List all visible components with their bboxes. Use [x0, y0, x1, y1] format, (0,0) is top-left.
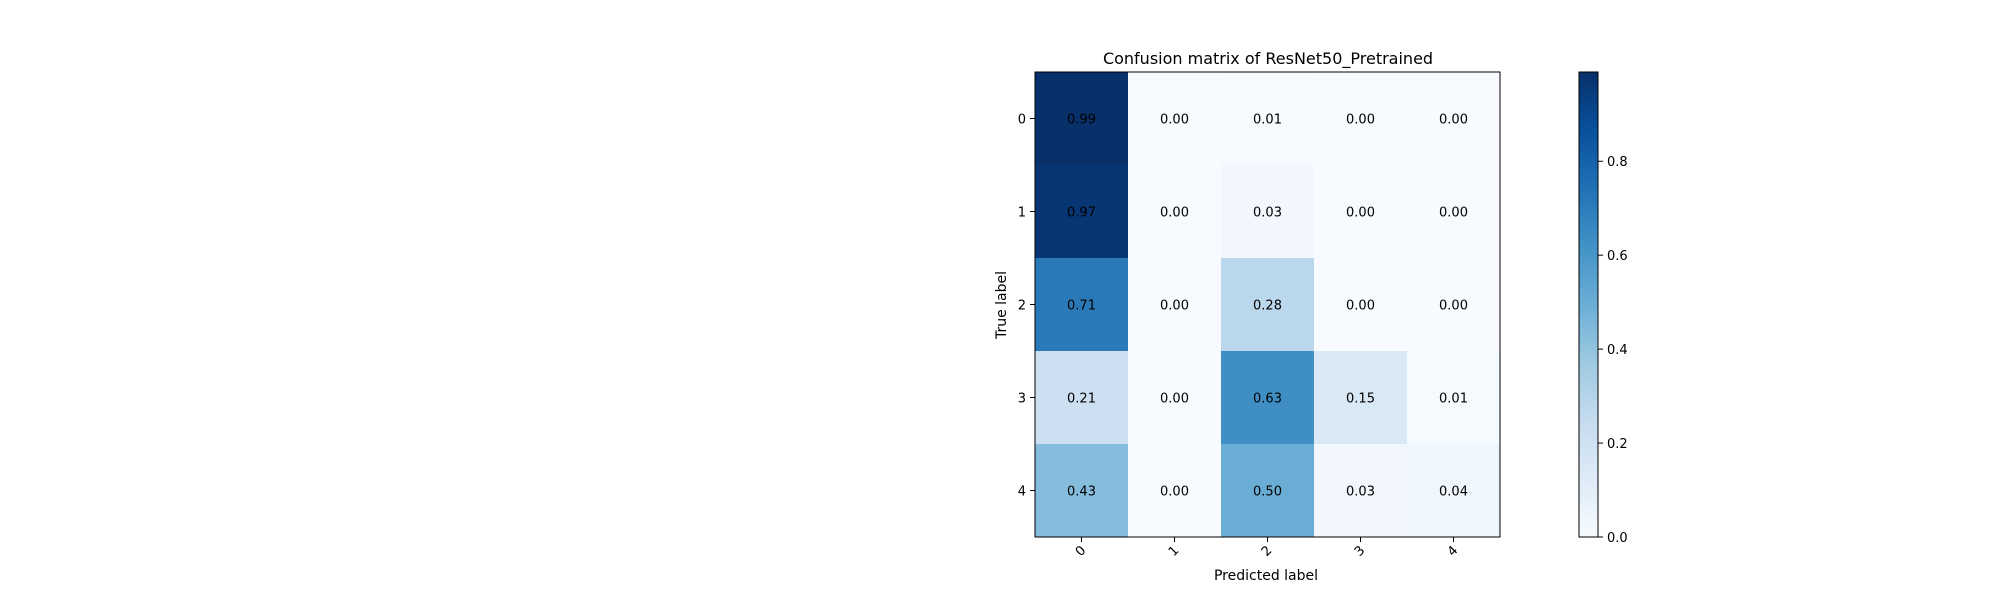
y-tick-label-3: 3	[1018, 392, 1026, 407]
heatmap-cell-r3-c2	[1221, 351, 1315, 445]
y-axis-label: True label	[994, 271, 1010, 340]
heatmap-cell-r1-c2	[1221, 165, 1315, 259]
colorbar-tick-label-3: 0.6	[1607, 249, 1628, 264]
cell-value-label-r3-c4: 0.01	[1439, 392, 1468, 407]
heatmap-cell-r2-c1	[1128, 258, 1222, 352]
cell-value-label-r3-c3: 0.15	[1346, 392, 1375, 407]
cell-value-label-r4-c2: 0.50	[1253, 485, 1282, 500]
heatmap-cell-r1-c4	[1407, 165, 1501, 259]
cell-value-label-r4-c1: 0.00	[1160, 485, 1189, 500]
heatmap-cell-r2-c2	[1221, 258, 1315, 352]
colorbar-ticks: 0.0 0.2 0.4 0.6 0.8	[1598, 155, 1628, 546]
cell-value-label-r1-c4: 0.00	[1439, 206, 1468, 221]
heatmap-cell-r3-c4	[1407, 351, 1501, 445]
heatmap-cell-r1-c0	[1035, 165, 1129, 259]
y-tick-label-1: 1	[1018, 206, 1026, 221]
heatmap-cell-r4-c0	[1035, 444, 1129, 538]
cell-value-labels: 0.99 0.00 0.01 0.00 0.00 0.97 0.00 0.03 0.00 0.00…	[1067, 113, 1468, 500]
cell-value-label-r0-c2: 0.01	[1253, 113, 1282, 128]
heatmap-cell-r4-c2	[1221, 444, 1315, 538]
cell-value-label-r1-c2: 0.03	[1253, 206, 1282, 221]
cell-value-label-r2-c3: 0.00	[1346, 299, 1375, 314]
y-tick-label-4: 4	[1018, 485, 1026, 500]
colorbar-tick-label-1: 0.2	[1607, 437, 1628, 452]
y-tick-label-2: 2	[1018, 299, 1026, 314]
heatmap-cell-r0-c0	[1035, 72, 1129, 166]
cell-value-label-r1-c3: 0.00	[1346, 206, 1375, 221]
cell-value-label-r0-c0: 0.99	[1067, 113, 1096, 128]
colorbar-tick-label-0: 0.0	[1607, 531, 1628, 546]
heatmap-cells	[1035, 72, 1501, 538]
cell-value-label-r3-c0: 0.21	[1067, 392, 1096, 407]
cell-value-label-r3-c2: 0.63	[1253, 392, 1282, 407]
heatmap-cell-r2-c0	[1035, 258, 1129, 352]
heatmap-cell-r0-c2	[1221, 72, 1315, 166]
heatmap-cell-r2-c4	[1407, 258, 1501, 352]
heatmap-cell-r0-c4	[1407, 72, 1501, 166]
heatmap-cell-r1-c3	[1314, 165, 1408, 259]
heatmap-cell-r0-c3	[1314, 72, 1408, 166]
heatmap-cell-r0-c1	[1128, 72, 1222, 166]
colorbar-tick-label-2: 0.4	[1607, 343, 1628, 358]
cell-value-label-r0-c3: 0.00	[1346, 113, 1375, 128]
y-tick-label-0: 0	[1018, 113, 1026, 128]
heatmap-cell-r2-c3	[1314, 258, 1408, 352]
colorbar-tick-label-4: 0.8	[1607, 155, 1628, 170]
cell-value-label-r0-c1: 0.00	[1160, 113, 1189, 128]
heatmap-cell-r4-c4	[1407, 444, 1501, 538]
cell-value-label-r1-c1: 0.00	[1160, 206, 1189, 221]
heatmap-cell-r3-c1	[1128, 351, 1222, 445]
chart-title: Confusion matrix of ResNet50_Pretrained	[1103, 49, 1433, 69]
heatmap-cell-r4-c1	[1128, 444, 1222, 538]
cell-value-label-r4-c3: 0.03	[1346, 485, 1375, 500]
heatmap-cell-r1-c1	[1128, 165, 1222, 259]
heatmap-cell-r3-c3	[1314, 351, 1408, 445]
x-axis-label: Predicted label	[1214, 568, 1318, 584]
y-axis-ticks: 0 1 2 3 4	[1018, 113, 1035, 500]
cell-value-label-r2-c0: 0.71	[1067, 299, 1096, 314]
cell-value-label-r0-c4: 0.00	[1439, 113, 1468, 128]
cell-value-label-r1-c0: 0.97	[1067, 206, 1096, 221]
cell-value-label-r4-c0: 0.43	[1067, 485, 1096, 500]
cell-value-label-r4-c4: 0.04	[1439, 485, 1468, 500]
cell-value-label-r2-c1: 0.00	[1160, 299, 1189, 314]
cell-value-label-r2-c4: 0.00	[1439, 299, 1468, 314]
heatmap-cell-r4-c3	[1314, 444, 1408, 538]
cell-value-label-r2-c2: 0.28	[1253, 299, 1282, 314]
colorbar	[1578, 71, 1599, 538]
cell-value-label-r3-c1: 0.00	[1160, 392, 1189, 407]
heatmap-cell-r3-c0	[1035, 351, 1129, 445]
